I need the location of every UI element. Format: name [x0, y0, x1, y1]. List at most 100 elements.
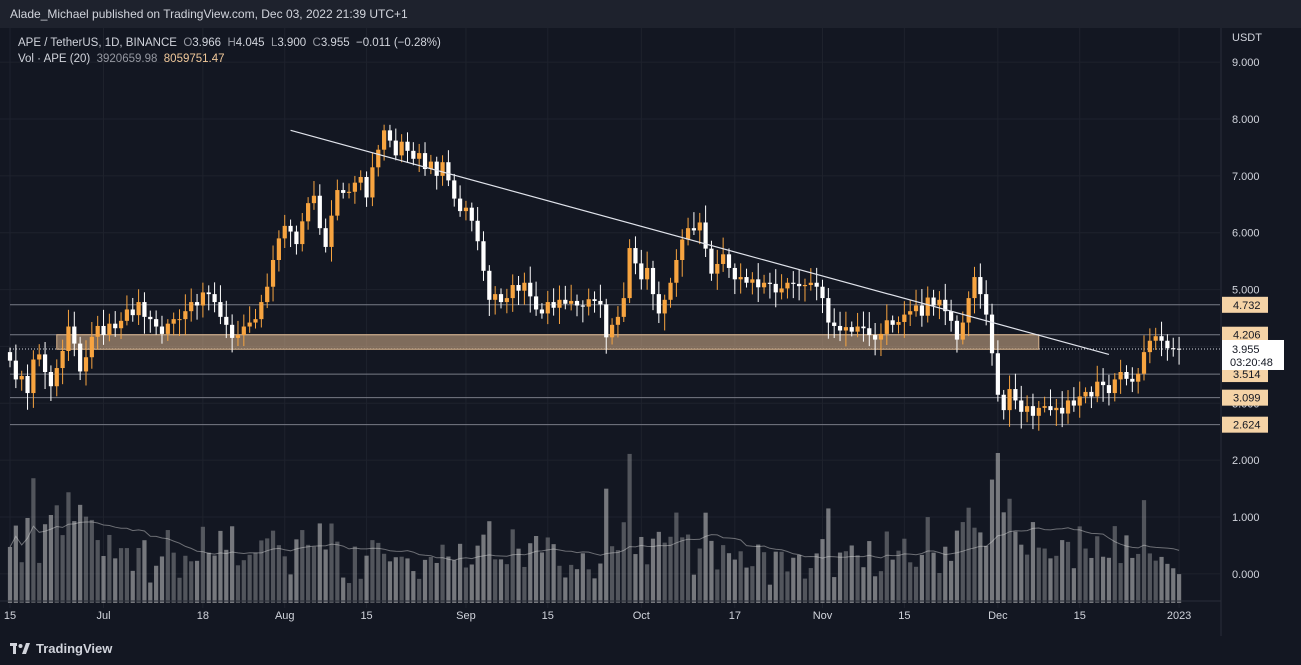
volume-bar: [206, 552, 211, 603]
volume-bar: [703, 512, 708, 603]
volume-bar: [732, 559, 737, 603]
candle-body: [411, 150, 416, 159]
price-chart[interactable]: USDT9.0008.0007.0006.0005.0004.0003.0002…: [0, 28, 1301, 636]
volume-bar: [989, 479, 995, 603]
volume-bar: [908, 562, 913, 603]
candle-body: [1106, 385, 1112, 394]
volume-bar: [615, 550, 621, 603]
candle-body: [1159, 336, 1164, 341]
time-axis[interactable]: 15 Jul 18 Aug 15 Sep 15 Oct 17 Nov 15 Dec 15 2023: [0, 600, 1221, 622]
candle-body: [1130, 378, 1135, 382]
chart-legend: APE / TetherUS, 1D, BINANCE O3.966 H4.04…: [18, 35, 441, 67]
candle-body: [633, 248, 638, 264]
trendline[interactable]: [290, 129, 1110, 355]
candle-body: [551, 302, 556, 308]
volume-bar: [124, 548, 130, 603]
volume-bar: [422, 559, 428, 603]
volume-ma-line: [9, 521, 1180, 561]
volume-bar: [639, 536, 644, 603]
candle-body: [358, 176, 363, 183]
volume-bar: [685, 534, 691, 603]
volume-bar: [306, 544, 311, 603]
level-tag-label: 3.514: [1233, 369, 1261, 381]
tradingview-brand[interactable]: TradingView: [10, 641, 112, 656]
candle-body: [592, 299, 597, 301]
volume-bar: [1147, 553, 1152, 603]
candle-body: [13, 360, 18, 380]
candle-body: [662, 299, 667, 314]
x-tick-label: Nov: [813, 610, 833, 622]
candle-body: [802, 285, 808, 287]
volume-bar: [1042, 548, 1047, 603]
candle-body: [861, 326, 866, 329]
price-axis[interactable]: USDT9.0008.0007.0006.0005.0004.0003.0002…: [1220, 28, 1301, 636]
candle-body: [1095, 381, 1100, 397]
candle-body: [1083, 391, 1088, 397]
candle-body: [428, 161, 433, 170]
candle-body: [300, 221, 305, 245]
volume-bar: [417, 578, 422, 603]
candle-body: [902, 314, 907, 322]
candle-body: [1024, 406, 1030, 412]
volume-bar: [1124, 535, 1129, 603]
candle-body: [820, 286, 825, 299]
y-tick-label: 0.000: [1232, 569, 1260, 581]
volume-bar: [493, 559, 498, 603]
candle-body: [154, 319, 159, 327]
volume-bars: [7, 453, 1182, 603]
candle-body: [797, 283, 802, 287]
candle-body: [989, 314, 995, 354]
candle-body: [849, 327, 854, 332]
candle-body: [25, 376, 30, 394]
candle-body: [136, 302, 141, 316]
candle-body: [533, 296, 539, 310]
candle-body: [721, 254, 726, 264]
candle-body: [1147, 340, 1152, 353]
volume-bar: [1077, 526, 1082, 603]
volume-bar: [469, 564, 474, 603]
candle-body: [329, 215, 334, 247]
volume-bar: [1100, 556, 1106, 603]
y-tick-label: 2.000: [1232, 455, 1260, 467]
volume-bar: [282, 556, 287, 603]
trendline-path[interactable]: [290, 129, 1110, 355]
volume-bar: [884, 531, 889, 603]
candle-body: [159, 326, 165, 334]
candle-body: [72, 326, 77, 344]
level-tag: [1222, 366, 1268, 383]
volume-bar: [861, 567, 866, 603]
candle-body: [1077, 396, 1082, 406]
volume-bar: [218, 530, 223, 603]
volume-bar: [1019, 544, 1024, 603]
x-tick-label: 15: [1074, 610, 1086, 622]
volume-bar: [919, 554, 924, 603]
volume-bar: [7, 546, 13, 603]
volume-bar: [481, 534, 486, 603]
candle-body: [960, 322, 965, 340]
volume-bar: [528, 543, 533, 603]
volume-bar: [200, 526, 206, 603]
candle-body: [504, 298, 509, 303]
candle-body: [457, 198, 463, 212]
volume-label[interactable]: Vol · APE (20): [18, 53, 91, 65]
volume-bar: [1141, 500, 1147, 603]
candle-body: [276, 238, 281, 260]
candle-body: [767, 282, 773, 284]
volume-bar: [633, 554, 638, 603]
volume-bar: [966, 507, 971, 603]
candle-body: [837, 325, 843, 331]
volume-bar: [1048, 558, 1053, 603]
x-tick-label: Oct: [633, 610, 650, 622]
candle-body: [609, 324, 615, 338]
level-tag: [1222, 296, 1268, 313]
volume-bar: [452, 560, 457, 603]
volume-bar: [352, 546, 357, 603]
candle-body: [1124, 372, 1129, 379]
volume-bar: [13, 525, 18, 603]
candle-body: [434, 161, 439, 176]
candle-body: [826, 298, 831, 323]
candle-body: [463, 207, 469, 212]
volume-bar: [457, 543, 463, 603]
volume-bar: [1001, 512, 1006, 603]
symbol-label[interactable]: APE / TetherUS, 1D, BINANCE: [18, 37, 177, 49]
